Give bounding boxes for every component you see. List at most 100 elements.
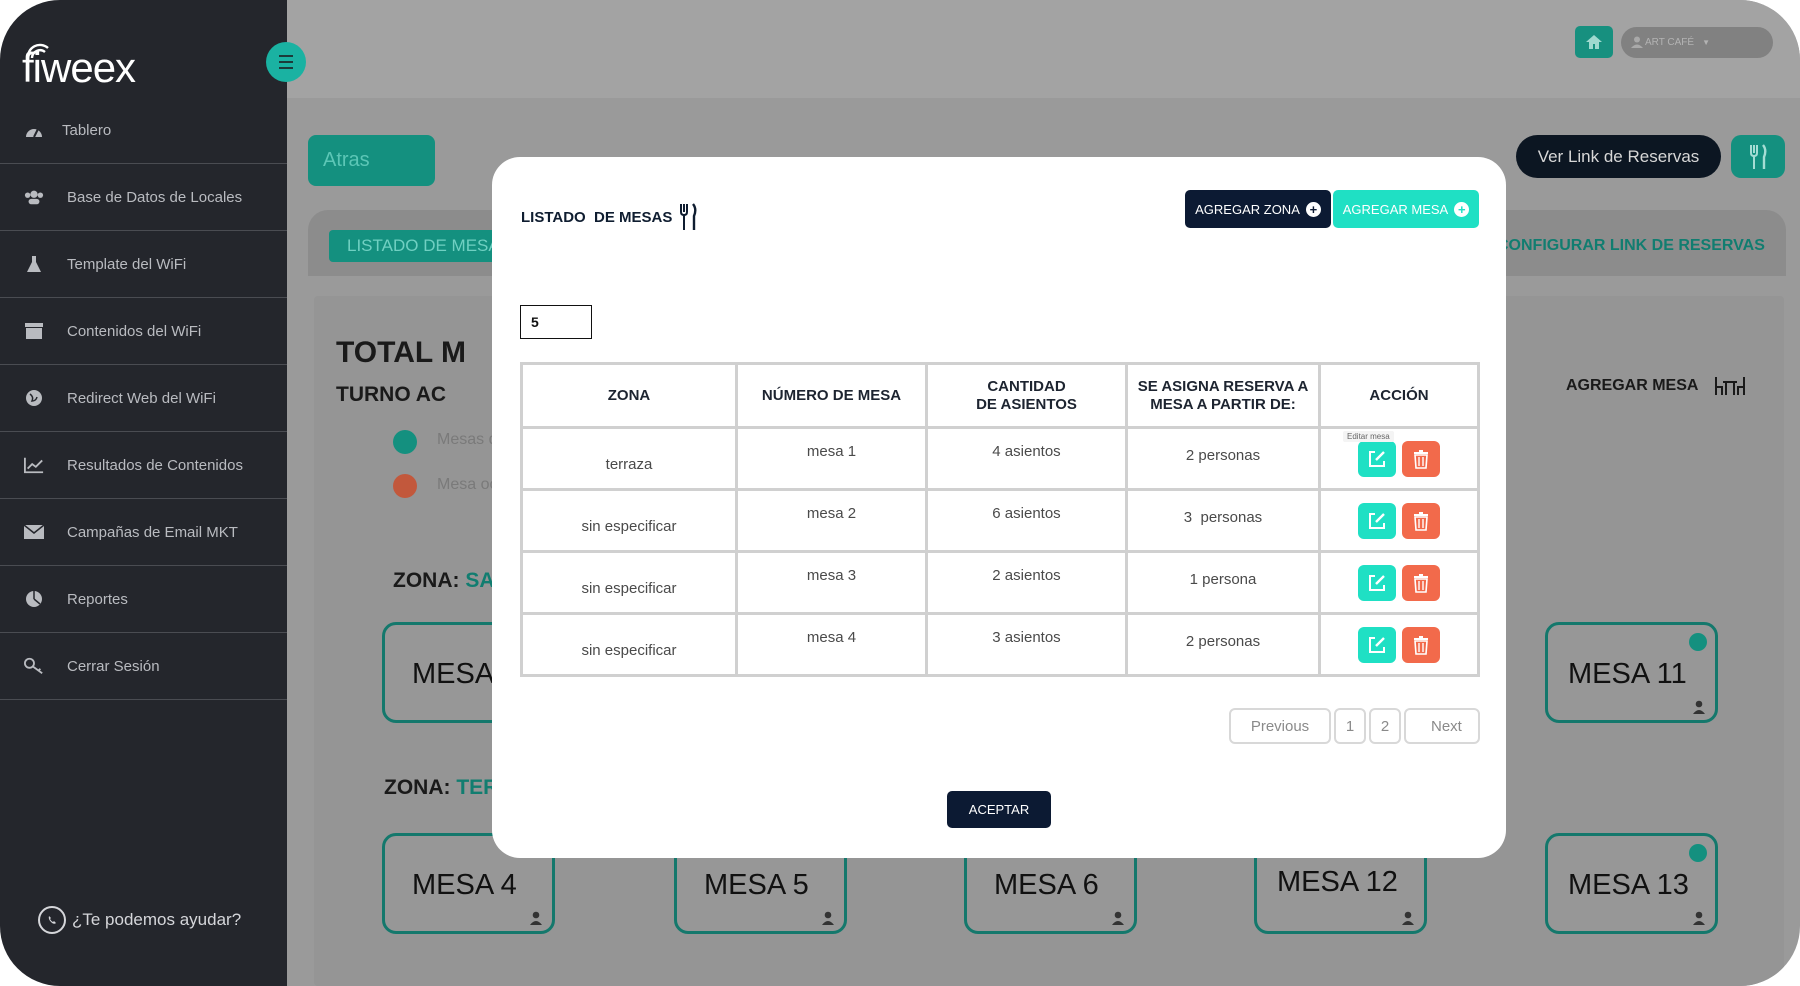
- home-icon: [1586, 35, 1602, 49]
- edit-button[interactable]: [1358, 502, 1396, 539]
- edit-tooltip: Editar mesa: [1343, 430, 1394, 442]
- fork-knife-icon: [1750, 143, 1767, 169]
- sidebar-item-tablero[interactable]: Tablero: [0, 98, 287, 164]
- sidebar-item-email[interactable]: Campañas de Email MKT: [0, 499, 287, 566]
- sidebar-item-reportes[interactable]: Reportes: [0, 566, 287, 633]
- person-icon: [822, 911, 834, 925]
- pagination-previous[interactable]: Previous: [1229, 708, 1331, 744]
- sidebar-item-redirect[interactable]: Redirect Web del WiFi: [0, 365, 287, 432]
- menu-toggle-button[interactable]: [266, 42, 306, 82]
- home-button[interactable]: [1575, 26, 1613, 58]
- add-mesa-button[interactable]: AGREGAR MESA +: [1333, 190, 1479, 228]
- cell-asientos: 2 asientos: [925, 550, 1128, 615]
- person-icon: [1402, 911, 1414, 925]
- flask-icon: [24, 254, 44, 274]
- zone-prefix: ZONA:: [393, 569, 466, 592]
- pagination-page-1[interactable]: 1: [1334, 708, 1366, 744]
- mesas-table: ZONA NÚMERO DE MESA CANTIDAD DE ASIENTOS…: [520, 362, 1480, 677]
- delete-button[interactable]: [1402, 626, 1440, 663]
- add-zona-label: AGREGAR ZONA: [1195, 201, 1300, 217]
- back-button[interactable]: Atras: [308, 135, 435, 186]
- sidebar: fiweex Tablero Base de Datos de Locales …: [0, 0, 287, 986]
- edit-button[interactable]: [1358, 626, 1396, 663]
- cell-accion: [1318, 488, 1480, 553]
- column-header-numero: NÚMERO DE MESA: [735, 362, 928, 429]
- edit-icon: [1369, 574, 1385, 591]
- delete-button[interactable]: [1402, 564, 1440, 601]
- sidebar-item-label: Template del WiFi: [67, 255, 187, 273]
- person-icon: [530, 911, 542, 925]
- sidebar-item-label: Base de Datos de Locales: [67, 188, 243, 206]
- cell-accion: [1318, 550, 1480, 615]
- zone-title-1: ZONA: SA: [393, 569, 495, 593]
- trash-icon: [1414, 573, 1428, 593]
- logo-text: fiweex: [22, 44, 136, 91]
- row-actions: Editar mesa: [1321, 430, 1477, 477]
- trash-icon: [1414, 635, 1428, 655]
- cell-reserva: 1 persona: [1125, 550, 1321, 615]
- plus-circle-icon: +: [1454, 201, 1470, 217]
- page-size-input[interactable]: 5: [520, 305, 592, 339]
- sidebar-item-cerrar-sesion[interactable]: Cerrar Sesión: [0, 633, 287, 700]
- table-row: sin especificar mesa 2 6 asientos 3 pers…: [520, 488, 1480, 553]
- plus-circle-icon: +: [1305, 201, 1321, 217]
- mesa-card-label: MESA 6: [994, 869, 1099, 901]
- cell-zona: terraza: [520, 426, 738, 491]
- status-dot: [1689, 633, 1707, 651]
- delete-button[interactable]: [1402, 502, 1440, 539]
- modal-title: LISTADO DE MESAS: [521, 203, 698, 231]
- chevron-down-icon: ▼: [1702, 38, 1711, 47]
- pagination-page-2[interactable]: 2: [1369, 708, 1401, 744]
- sidebar-item-template[interactable]: Template del WiFi: [0, 231, 287, 298]
- help-link[interactable]: ¿Te podemos ayudar?: [38, 906, 241, 934]
- mesa-card-label: MESA 13: [1568, 869, 1689, 901]
- table-row: sin especificar mesa 4 3 asientos 2 pers…: [520, 612, 1480, 677]
- sidebar-item-contenidos[interactable]: Contenidos del WiFi: [0, 298, 287, 365]
- trash-icon: [1414, 449, 1428, 469]
- edit-button[interactable]: [1358, 440, 1396, 477]
- tab-configurar-link[interactable]: CONFIGURAR LINK DE RESERVAS: [1497, 237, 1765, 254]
- pagination-next[interactable]: Next: [1404, 708, 1480, 744]
- header-line: SE ASIGNA RESERVA A: [1137, 377, 1309, 395]
- user-menu-button[interactable]: ART CAFÉ ▼: [1621, 27, 1773, 58]
- row-actions: [1321, 502, 1477, 539]
- mesa-card[interactable]: MESA 13: [1545, 833, 1718, 934]
- mesa-card-label: MESA 4: [412, 869, 517, 901]
- sidebar-item-label: Reportes: [67, 590, 128, 608]
- add-zona-button[interactable]: AGREGAR ZONA +: [1185, 190, 1331, 228]
- edit-button[interactable]: [1358, 564, 1396, 601]
- legend-free-dot: [393, 430, 417, 454]
- edit-icon: [1369, 636, 1385, 653]
- delete-button[interactable]: [1402, 440, 1440, 477]
- sidebar-item-label: Cerrar Sesión: [67, 657, 160, 675]
- legend-free-label: Mesas d: [437, 431, 498, 448]
- legend-busy-dot: [393, 474, 417, 498]
- sidebar-item-base-datos[interactable]: Base de Datos de Locales: [0, 164, 287, 231]
- mesa-card-label: MESA 5: [704, 869, 809, 901]
- mesa-card[interactable]: MESA 11: [1545, 622, 1718, 723]
- sidebar-item-resultados[interactable]: Resultados de Contenidos: [0, 432, 287, 499]
- cell-asientos: 4 asientos: [925, 426, 1128, 491]
- logo: fiweex: [22, 42, 136, 92]
- key-icon: [24, 656, 44, 676]
- header-line: MESA A PARTIR DE:: [1150, 395, 1296, 413]
- agregar-mesa-link[interactable]: AGREGAR MESA: [1566, 377, 1746, 395]
- sidebar-item-label: Contenidos del WiFi: [67, 322, 202, 340]
- sidebar-nav: Tablero Base de Datos de Locales Templat…: [0, 98, 287, 700]
- cell-numero: mesa 2: [735, 488, 928, 553]
- topbar: ART CAFÉ ▼: [287, 0, 1800, 98]
- cell-accion: Editar mesa: [1318, 426, 1480, 491]
- person-icon: [1693, 700, 1705, 714]
- reservas-button[interactable]: [1731, 135, 1785, 178]
- cell-numero: mesa 4: [735, 612, 928, 677]
- pagination: Previous 1 2 Next: [1229, 708, 1480, 744]
- whatsapp-icon: [38, 906, 66, 934]
- column-header-zona: ZONA: [520, 362, 738, 429]
- edit-icon: [1369, 512, 1385, 529]
- accept-button[interactable]: ACEPTAR: [947, 791, 1051, 828]
- help-label: ¿Te podemos ayudar?: [72, 910, 242, 929]
- ver-link-reservas-button[interactable]: Ver Link de Reservas: [1516, 135, 1721, 178]
- agregar-mesa-label: AGREGAR MESA: [1566, 377, 1698, 395]
- sidebar-item-label: Resultados de Contenidos: [67, 456, 243, 474]
